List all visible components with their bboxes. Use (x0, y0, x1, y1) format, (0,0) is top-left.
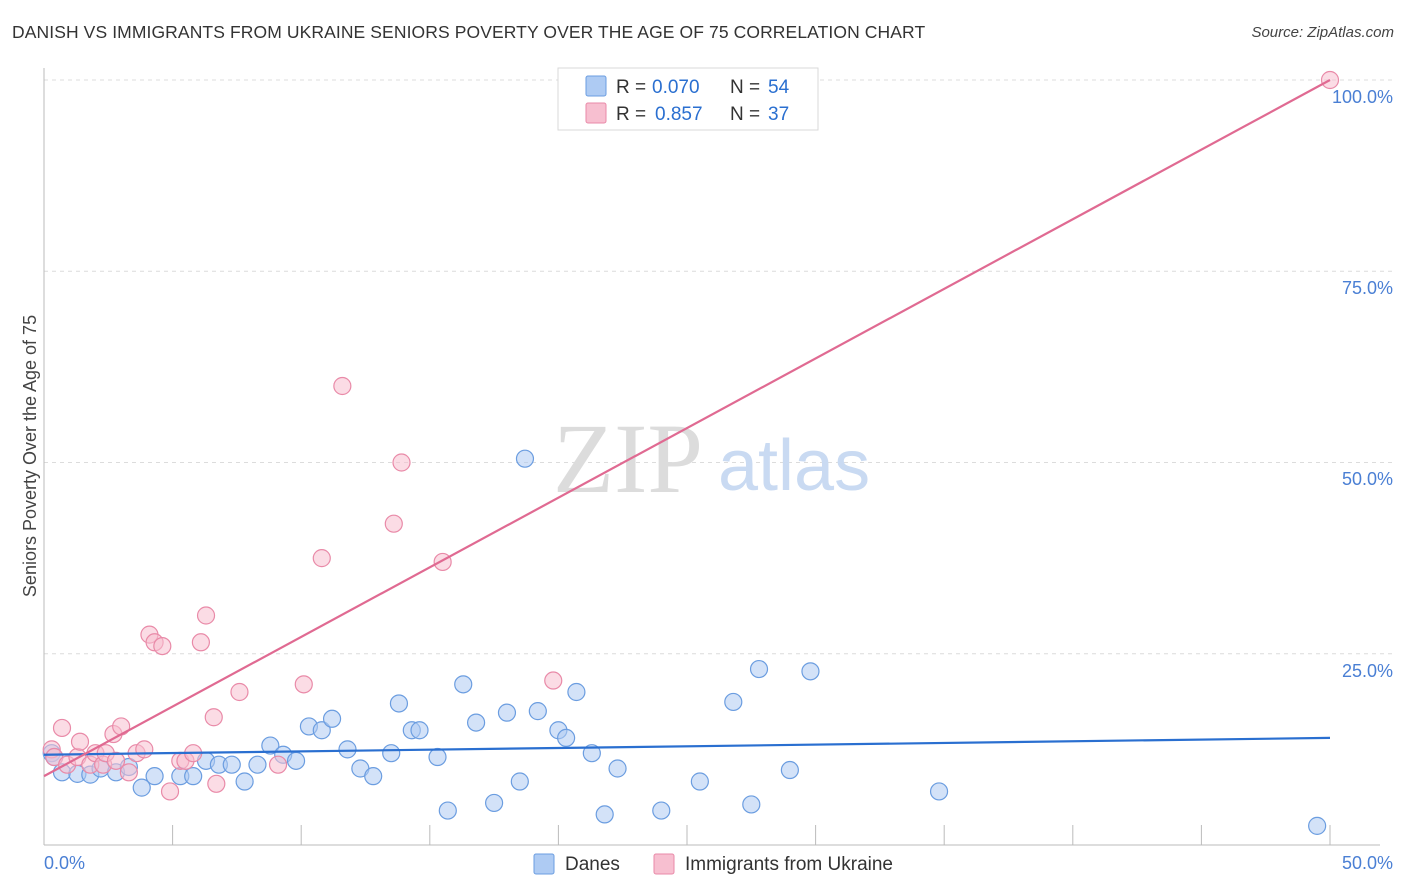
ukraine-point-18 (153, 636, 172, 656)
x-tick-label-0: 0.0% (44, 853, 85, 873)
y-tick-label-100: 100.0% (1332, 87, 1393, 107)
ukraine-point-11 (106, 751, 126, 770)
ukraine-trend-line (43, 79, 1331, 778)
danes-point-9 (145, 767, 164, 786)
y-tick-label-75: 75.0% (1342, 278, 1393, 298)
ukraine-point-2 (52, 718, 72, 738)
danes-point-40 (557, 728, 576, 748)
y-axis-label: Seniors Poverty Over the Age of 75 (20, 315, 40, 597)
legend-danes-r-value: 0.070 (652, 77, 700, 98)
x-tick-label-50: 50.0% (1342, 853, 1393, 873)
ukraine-point-27 (230, 682, 249, 702)
danes-point-52 (929, 782, 949, 801)
danes-point-19 (286, 751, 306, 770)
danes-point-14 (222, 755, 241, 774)
ukraine-point-28 (268, 755, 288, 774)
danes-point-17 (261, 736, 280, 755)
danes-point-23 (338, 740, 357, 759)
ukraine-point-13 (119, 763, 138, 782)
danes-point-34 (485, 793, 504, 813)
danes-point-42 (582, 744, 601, 763)
ukraine-point-24 (196, 606, 216, 625)
bottom-legend-danes-swatch (533, 853, 555, 875)
danes-point-50 (780, 760, 799, 780)
ukraine-point-19 (160, 782, 180, 801)
x-axis-ticks (172, 825, 1331, 845)
danes-point-48 (742, 795, 761, 814)
ukraine-point-23 (191, 633, 210, 652)
danes-point-21 (312, 721, 331, 740)
danes-point-44 (608, 759, 627, 778)
bottom-legend: Danes Immigrants from Ukraine (533, 853, 893, 875)
ukraine-point-26 (207, 774, 226, 793)
danes-point-30 (428, 747, 447, 767)
danes-point-49 (749, 659, 769, 679)
danes-point-29 (410, 721, 429, 740)
watermark-atlas: atlas (718, 426, 870, 506)
danes-point-22 (322, 709, 342, 728)
danes-point-26 (382, 744, 401, 763)
legend-ukraine-n-label: N = (730, 104, 760, 125)
y-tick-label-25: 25.0% (1342, 661, 1393, 681)
ukraine-point-32 (384, 514, 403, 533)
danes-point-47 (724, 692, 743, 712)
danes-point-8 (132, 778, 151, 797)
legend-ukraine-swatch (585, 102, 607, 124)
danes-point-32 (454, 675, 473, 694)
bottom-legend-danes-label: Danes (565, 854, 620, 875)
watermark-zip: ZIP (553, 403, 703, 514)
bottom-legend-ukraine-swatch (653, 853, 675, 875)
legend-danes-r-label: R = (616, 77, 646, 98)
legend-danes-n-label: N = (730, 77, 760, 98)
ukraine-point-31 (333, 376, 352, 396)
trend-lines (43, 79, 1331, 778)
grid-lines (44, 79, 1393, 655)
danes-point-33 (466, 713, 486, 732)
danes-point-45 (652, 801, 671, 820)
ukraine-point-35 (544, 671, 563, 690)
y-tick-label-50: 50.0% (1342, 469, 1393, 489)
ukraine-point-25 (204, 708, 223, 727)
danes-point-51 (801, 662, 820, 681)
legend-ukraine-n-value: 37 (768, 104, 789, 125)
danes-point-53 (1308, 816, 1327, 835)
danes-point-46 (690, 772, 709, 791)
top-legend: R = 0.070 N = 54 R = 0.857 N = 37 (557, 67, 819, 131)
ukraine-point-15 (135, 740, 154, 759)
danes-trend-line (43, 736, 1331, 756)
danes-point-35 (497, 703, 517, 722)
danes-point-25 (364, 767, 383, 786)
ukraine-point-29 (294, 675, 313, 694)
legend-ukraine-r-label: R = (616, 104, 646, 125)
legend-danes-swatch (585, 75, 607, 97)
danes-point-31 (438, 801, 457, 820)
danes-point-11 (184, 767, 203, 786)
ukraine-point-33 (392, 453, 411, 472)
danes-point-38 (528, 702, 547, 721)
ukraine-point-30 (312, 549, 331, 568)
legend-danes-n-value: 54 (768, 77, 790, 98)
ukraine-point-5 (70, 732, 90, 751)
legend-ukraine-r-value: 0.857 (655, 104, 703, 125)
danes-point-43 (595, 805, 614, 824)
source-note: Source: ZipAtlas.com (1251, 24, 1394, 41)
danes-point-36 (510, 772, 529, 791)
chart-title: DANISH VS IMMIGRANTS FROM UKRAINE SENIOR… (12, 22, 926, 42)
danes-point-41 (567, 682, 586, 702)
danes-point-15 (235, 772, 254, 791)
danes-point-37 (515, 449, 535, 468)
bottom-legend-ukraine-label: Immigrants from Ukraine (685, 854, 893, 875)
danes-point-27 (389, 694, 409, 713)
danes-point-16 (248, 755, 267, 774)
